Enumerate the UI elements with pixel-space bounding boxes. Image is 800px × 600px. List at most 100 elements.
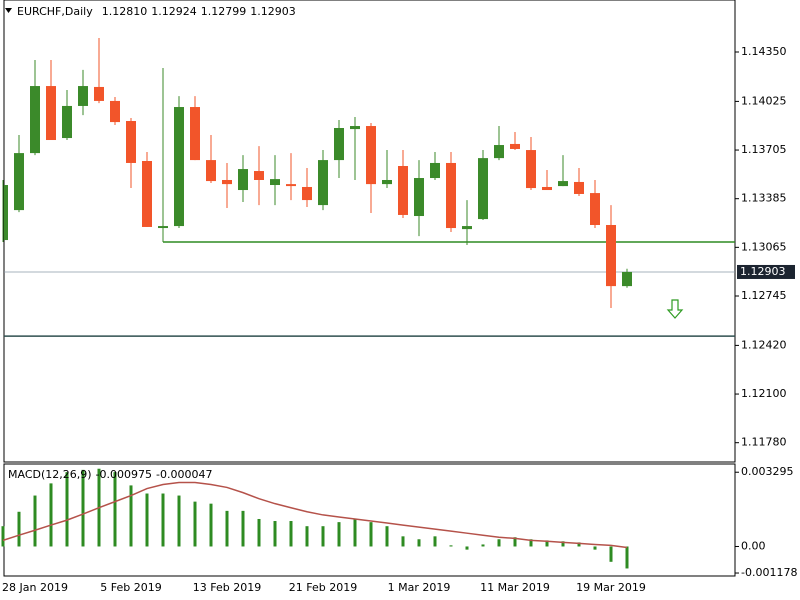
low-label: 1.12799 — [201, 5, 247, 18]
macd-bar — [481, 544, 485, 547]
macd-bar — [577, 542, 581, 547]
y-tick-label: -0.001178 — [741, 566, 797, 579]
macd-bar — [545, 540, 549, 547]
macd-bar — [369, 522, 373, 547]
candle-body — [190, 107, 200, 161]
candle-body — [350, 126, 360, 130]
menu-triangle[interactable] — [5, 8, 12, 13]
main-frame — [3, 0, 736, 463]
macd-bar — [609, 546, 613, 562]
candle-body — [270, 179, 280, 186]
candle-body — [494, 145, 504, 159]
candle-body — [462, 226, 472, 230]
x-tick-label: 21 Feb 2019 — [289, 581, 357, 594]
macd-bar — [145, 493, 149, 547]
macd-value: -0.000975 — [96, 468, 152, 481]
chart-header: EURCHF,Daily 1.12810 1.12924 1.12799 1.12903 — [17, 5, 296, 18]
x-tick-label: 28 Jan 2019 — [2, 581, 68, 594]
macd-bar — [129, 485, 133, 547]
candle-body — [110, 100, 120, 123]
y-tick-label: 1.13065 — [741, 240, 787, 253]
candle-body — [206, 160, 216, 182]
symbol: EURCHF,Daily — [17, 5, 93, 18]
y-tick-label: 0.00 — [741, 539, 766, 552]
candle-body — [46, 86, 56, 141]
x-tick-label: 5 Feb 2019 — [100, 581, 161, 594]
y-tick-label: 1.12100 — [741, 387, 787, 400]
signal-line — [2, 481, 628, 549]
candle-body — [158, 226, 168, 229]
candle-body — [558, 181, 568, 187]
x-tick-label: 19 Mar 2019 — [576, 581, 646, 594]
candle-body — [526, 150, 536, 189]
candle-body — [574, 181, 584, 194]
candle-body — [366, 126, 376, 185]
macd-bar — [177, 495, 181, 547]
macd-bar — [305, 526, 309, 547]
price-tag-label: 1.12903 — [740, 265, 786, 278]
macd-bar — [257, 518, 261, 547]
x-tick-label: 13 Feb 2019 — [193, 581, 261, 594]
macd-bar — [385, 526, 389, 547]
candle-body — [222, 179, 232, 185]
y-tick-label: 1.12420 — [741, 338, 787, 351]
candle-body — [430, 162, 440, 179]
macd-bar — [465, 546, 469, 550]
y-tick-label: 1.12745 — [741, 289, 787, 302]
candle-body — [62, 105, 72, 139]
macd-bar — [65, 472, 69, 547]
macd-frame — [3, 463, 736, 577]
macd-bar — [241, 510, 245, 547]
open-label: 1.12810 — [102, 5, 148, 18]
macd-bar — [113, 472, 117, 547]
candle-body — [318, 160, 328, 206]
macd-bar — [225, 510, 229, 547]
candle-body — [446, 162, 456, 229]
macd-bar — [353, 518, 357, 547]
candle-body — [414, 178, 424, 217]
macd-bar — [193, 501, 197, 547]
macd-bar — [161, 493, 165, 547]
down-arrow — [666, 299, 684, 319]
macd-bar — [417, 539, 421, 547]
macd-bar — [49, 483, 53, 547]
macd-bar — [593, 546, 597, 550]
macd-bar — [433, 536, 437, 547]
price-tag — [737, 264, 795, 279]
y-tick-label: 0.003295 — [741, 465, 794, 478]
macd-bar — [449, 545, 453, 547]
candle-body — [590, 193, 600, 225]
candle-body — [254, 171, 264, 180]
macd-header: MACD(12,26,9) -0.000975 -0.000047 — [8, 468, 212, 481]
candle-body — [478, 158, 488, 220]
macd-bar — [561, 541, 565, 547]
y-tick-label: 1.11780 — [741, 436, 787, 449]
candle-body — [30, 86, 40, 154]
candle-body — [126, 121, 136, 163]
candle-body — [286, 184, 296, 187]
candle-body — [14, 153, 24, 211]
y-tick-label: 1.14025 — [741, 94, 787, 107]
macd-bar — [289, 521, 293, 547]
candle-body — [78, 86, 88, 106]
candle-body — [174, 107, 184, 227]
candle-body — [302, 186, 312, 201]
high-label: 1.12924 — [151, 5, 197, 18]
y-tick-label: 1.14350 — [741, 45, 787, 58]
x-tick-label: 11 Mar 2019 — [480, 581, 550, 594]
close-label: 1.12903 — [250, 5, 296, 18]
macd-title: MACD(12,26,9) — [8, 468, 92, 481]
candle-body — [334, 128, 344, 161]
x-tick-label: 1 Mar 2019 — [388, 581, 451, 594]
candle-body — [142, 160, 152, 227]
macd-bar — [513, 537, 517, 547]
candle-body — [606, 224, 616, 287]
y-tick-label: 1.13705 — [741, 143, 787, 156]
macd-bar — [321, 526, 325, 547]
candle-body — [238, 169, 248, 191]
macd-bar — [1, 526, 5, 547]
macd-bar — [337, 522, 341, 547]
macd-bar — [209, 503, 213, 547]
candle-body — [382, 179, 392, 185]
